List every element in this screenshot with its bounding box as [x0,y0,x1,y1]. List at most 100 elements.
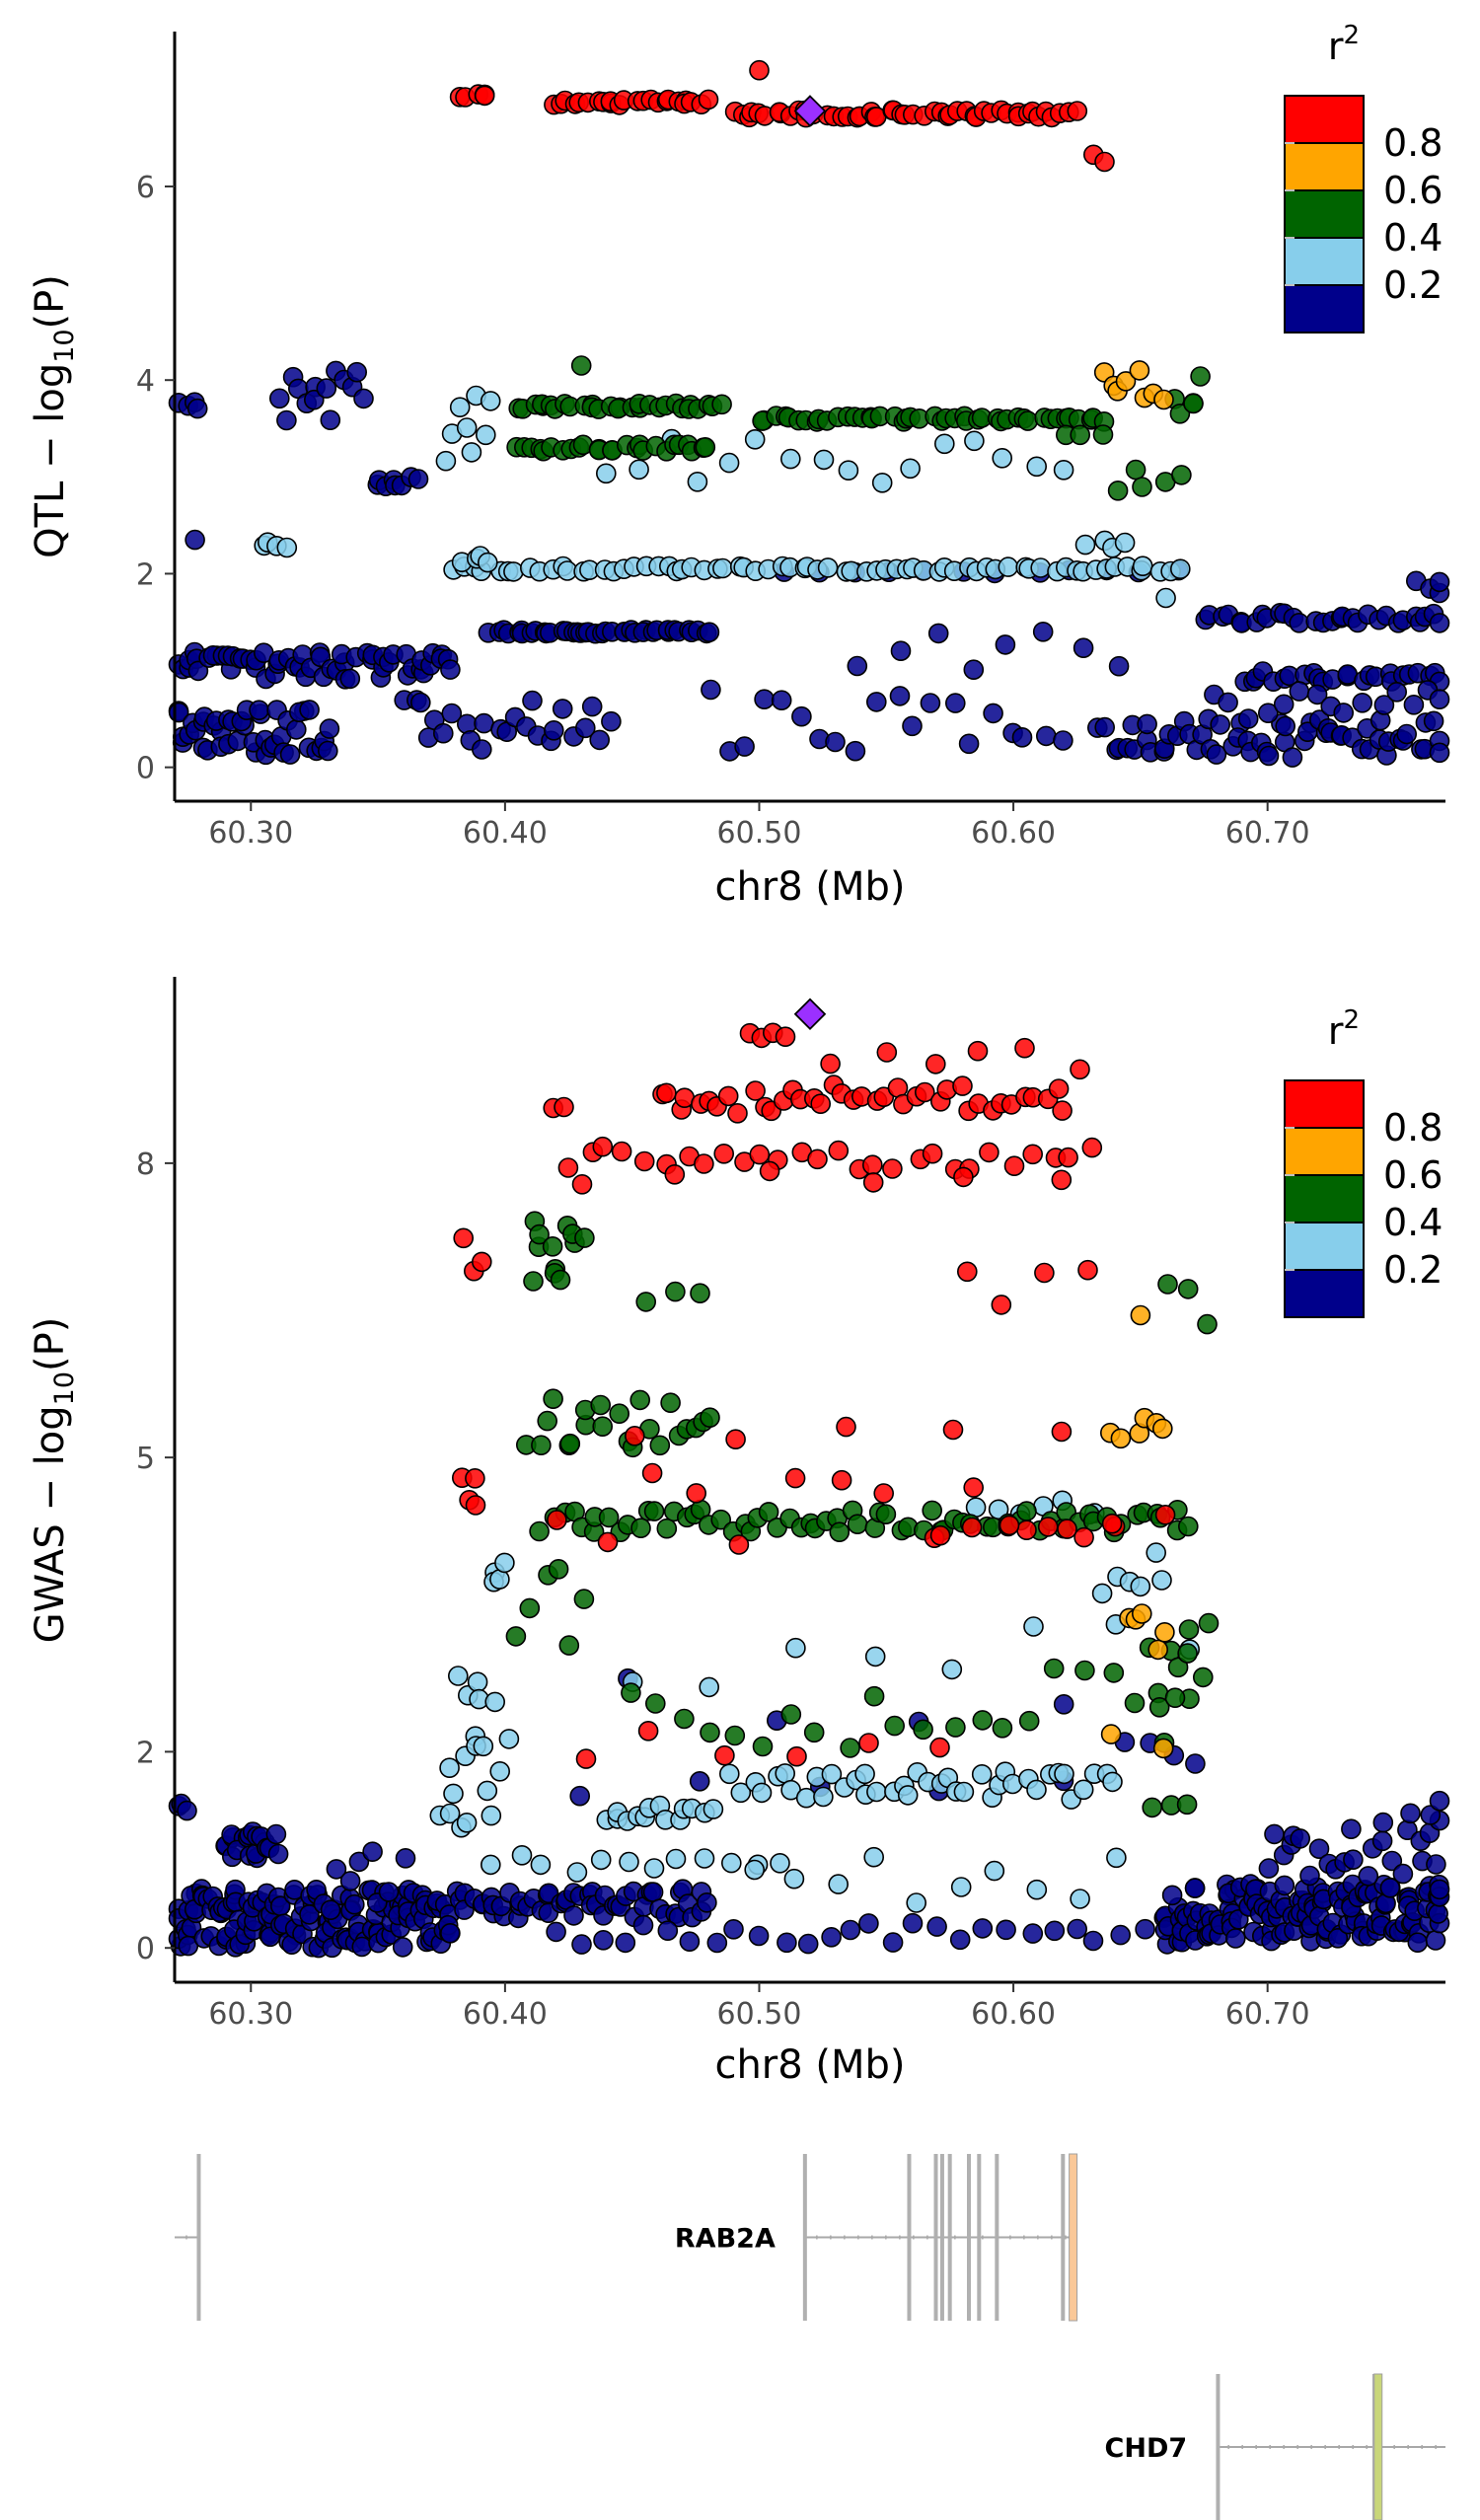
legend-label: 0.6 [1383,169,1443,212]
variant-point [592,1416,614,1437]
variant-point [1110,1924,1131,1946]
legend-label: 0.8 [1383,121,1443,165]
variant-point [777,1932,797,1954]
variant-point [914,1081,935,1103]
variant-point [1423,710,1444,732]
variant-point [461,442,482,463]
variant-point [728,1534,750,1555]
variant-point [559,1433,581,1454]
variant-point [698,89,719,111]
legend-label: 0.2 [1383,1248,1443,1292]
variant-point [570,355,592,376]
variant-point [1333,703,1354,723]
variant-point [882,1932,904,1953]
gene-label: CHD7 [1105,2433,1188,2464]
variant-point [1290,1828,1310,1849]
gwas-points [168,1022,1450,1959]
variant-point [1110,1428,1132,1449]
variant-point [758,1502,779,1522]
variant-point [952,1075,973,1096]
variant-point [1400,1803,1421,1824]
variant-point [803,1722,825,1743]
x-tick-label: 60.40 [463,1997,548,2032]
variant-point [456,417,478,438]
variant-point [1074,534,1096,556]
variant-point [1282,747,1303,768]
variant-point [575,1748,597,1769]
variant-point [964,430,985,452]
variant-point [1429,571,1450,593]
variant-point [694,1153,714,1174]
variant-point [1034,1262,1055,1284]
variant-point [1082,1930,1104,1952]
variant-point [456,713,478,735]
variant-point [1142,1797,1162,1818]
variant-point [972,1710,994,1731]
variant-point [609,1403,630,1424]
variant-point [467,1671,488,1692]
variant-point [810,1093,832,1114]
variant-point [1032,621,1054,642]
gwas-lead-variant [793,998,827,1031]
variant-point [185,529,205,551]
variant-point [1429,742,1450,764]
variant-point [447,1666,469,1686]
x-tick-label: 60.50 [717,1997,802,2032]
variant-point [1052,1100,1073,1121]
variant-point [1043,1658,1065,1679]
qtl-y-axis-title: QTL − log10(P) [28,274,80,558]
legend-label: 0.2 [1383,263,1443,307]
variant-point [1147,1639,1168,1661]
variant-point [249,700,269,721]
legend-swatch [1284,1079,1365,1129]
variant-point [395,1848,416,1869]
variant-point [1429,689,1450,710]
variant-point [820,1053,841,1075]
variant-point [730,1782,752,1804]
legend-swatch [1284,95,1365,144]
gene-exon [1061,2154,1066,2321]
variant-point [279,744,301,765]
variant-point [630,1518,651,1538]
legend-label: 0.4 [1383,1201,1443,1244]
gene-unlabeled [175,2154,201,2321]
variant-point [1157,1274,1178,1295]
variant-point [922,1500,943,1521]
variant-point [593,1930,614,1951]
variant-point [554,1096,574,1118]
variant-point [718,1763,740,1785]
variant-point [1306,684,1328,705]
x-tick-label: 60.30 [208,1997,293,2032]
variant-point [1054,1763,1074,1785]
variant-point [711,394,732,415]
variant-point [897,1785,919,1806]
variant-point [1154,1505,1176,1525]
variant-point [519,1597,541,1619]
variant-point [759,1160,780,1182]
variant-point [1092,424,1114,445]
variant-point [1003,1155,1025,1176]
variant-point [574,717,596,739]
variant-point [701,679,721,701]
variant-point [828,1140,850,1161]
variant-point [299,700,320,720]
variant-point [780,1704,802,1725]
qtl-legend-title: r2 [1328,21,1360,68]
legend-swatch [1284,284,1365,334]
variant-point [558,1635,580,1656]
variant-point [718,452,740,474]
variant-point [1053,730,1073,751]
variant-point [530,1854,552,1876]
variant-point [1379,1878,1401,1898]
variant-point [1403,694,1425,715]
variant-point [276,409,297,431]
variant-point [1258,703,1279,724]
variant-point [999,1515,1020,1536]
variant-point [1371,1830,1393,1852]
variant-point [1428,1903,1448,1924]
variant-point [913,1719,933,1741]
variant-point [817,557,839,578]
variant-point [1177,1643,1198,1664]
variant-point [783,1868,805,1890]
variant-point [862,1172,884,1193]
